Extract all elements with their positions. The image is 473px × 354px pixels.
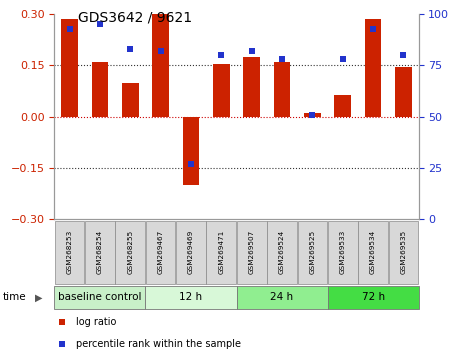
Bar [334, 95, 351, 117]
Text: baseline control: baseline control [58, 292, 142, 302]
Bar [145, 286, 236, 308]
Text: GSM269524: GSM269524 [279, 230, 285, 274]
Text: GSM269535: GSM269535 [401, 230, 406, 274]
Bar [237, 221, 267, 284]
Bar [206, 221, 236, 284]
Bar [92, 62, 108, 117]
Text: GSM268253: GSM268253 [67, 230, 72, 274]
Bar [243, 57, 260, 117]
Bar [328, 221, 358, 284]
Text: GDS3642 / 9621: GDS3642 / 9621 [78, 11, 192, 25]
Bar [298, 221, 327, 284]
Bar [61, 19, 78, 117]
Bar [327, 286, 419, 308]
Bar [146, 221, 175, 284]
Bar [115, 221, 145, 284]
Text: GSM269507: GSM269507 [249, 230, 254, 274]
Text: 12 h: 12 h [179, 292, 202, 302]
Bar [54, 286, 146, 308]
Bar [176, 221, 206, 284]
Text: GSM268254: GSM268254 [97, 230, 103, 274]
Text: GSM268255: GSM268255 [127, 230, 133, 274]
Bar [358, 221, 388, 284]
Bar [274, 62, 290, 117]
Bar [304, 113, 321, 117]
Text: GSM269467: GSM269467 [158, 230, 164, 274]
Text: 72 h: 72 h [361, 292, 385, 302]
Text: GSM269533: GSM269533 [340, 230, 346, 274]
Text: GSM269534: GSM269534 [370, 230, 376, 274]
Bar [152, 14, 169, 117]
Text: log ratio: log ratio [76, 317, 116, 327]
Text: percentile rank within the sample: percentile rank within the sample [76, 339, 240, 349]
Bar [236, 286, 327, 308]
Bar [267, 221, 297, 284]
Text: GSM269469: GSM269469 [188, 230, 194, 274]
Bar [85, 221, 115, 284]
Text: GSM269525: GSM269525 [309, 230, 315, 274]
Bar [122, 82, 139, 117]
Bar [213, 64, 230, 117]
Text: 24 h: 24 h [271, 292, 294, 302]
Bar [183, 117, 199, 185]
Bar [55, 221, 85, 284]
Bar [388, 221, 418, 284]
Text: ▶: ▶ [35, 292, 42, 302]
Bar [365, 19, 381, 117]
Text: GSM269471: GSM269471 [219, 230, 224, 274]
Text: time: time [2, 292, 26, 302]
Bar [395, 67, 412, 117]
